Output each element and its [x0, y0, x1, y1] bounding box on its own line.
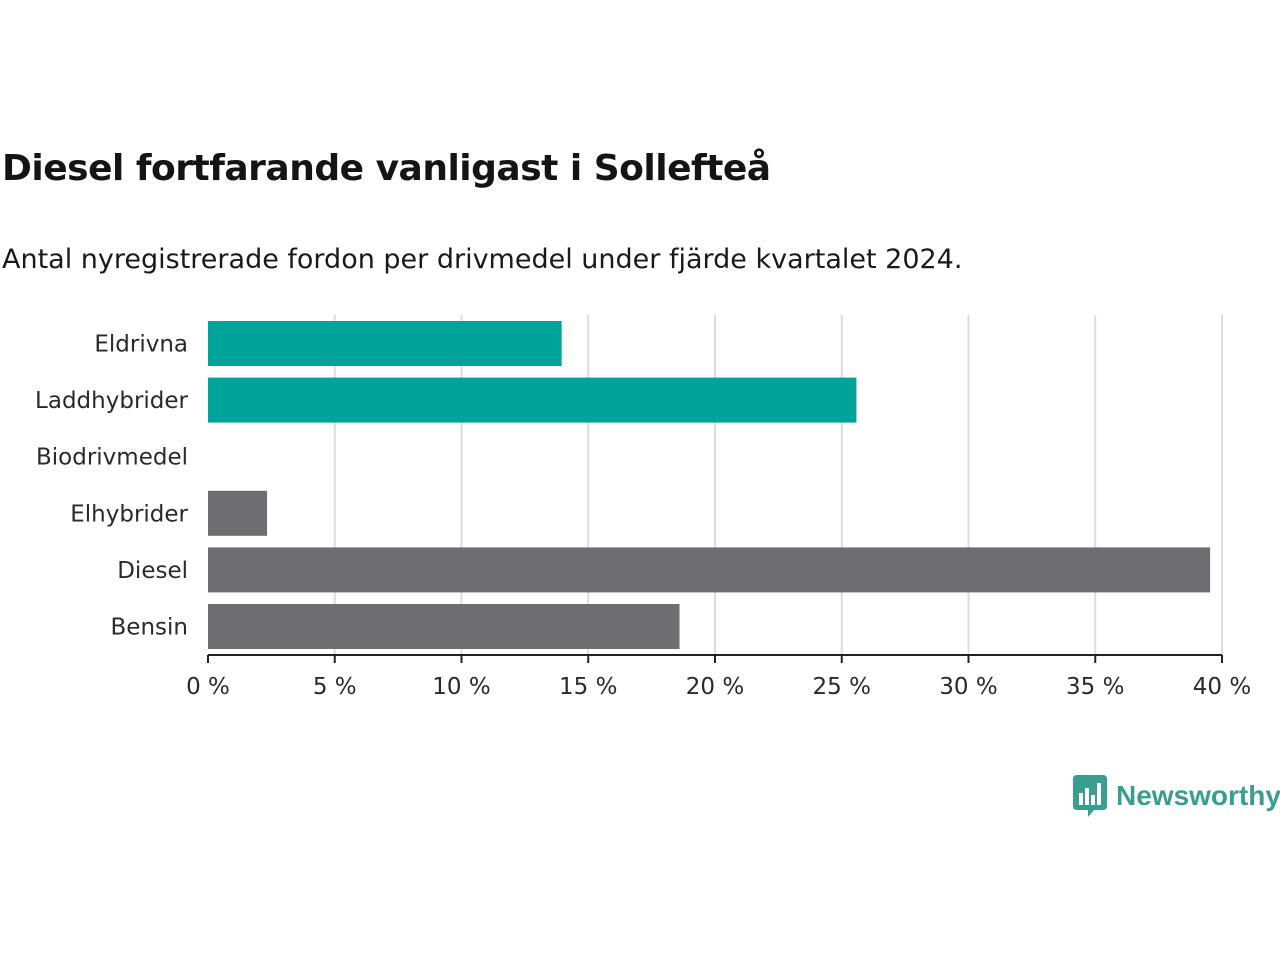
bar-laddhybrider	[208, 377, 857, 423]
chart-title: Diesel fortfarande vanligast i Sollefteå	[2, 148, 771, 189]
bar-eldrivna	[208, 321, 562, 366]
category-label-biodrivmedel: Biodrivmedel	[36, 445, 188, 471]
x-axis: 0 % 5 % 10 % 15 % 20 % 25 % 30 % 35 % 40 %	[186, 654, 1251, 700]
x-tick-label-30: 30 %	[939, 674, 997, 700]
category-label-laddhybrider: Laddhybrider	[35, 388, 188, 414]
bar-bensin	[208, 604, 680, 649]
bar-chart-speech-icon	[1073, 775, 1107, 817]
x-tick-label-40: 40 %	[1193, 674, 1251, 700]
x-tick-label-20: 20 %	[686, 674, 744, 700]
gridlines	[333, 315, 1223, 655]
category-labels: Eldrivna Laddhybrider Biodrivmedel Elhybrid…	[35, 332, 188, 641]
category-label-diesel: Diesel	[117, 558, 188, 584]
x-tick-label-0: 0 %	[186, 674, 230, 700]
bars	[208, 321, 1211, 649]
chart-subtitle: Antal nyregistrerade fordon per drivmede…	[2, 244, 963, 275]
x-tick-label-5: 5 %	[313, 674, 357, 700]
brand-name: Newsworthy	[1116, 780, 1280, 811]
x-tick-label-15: 15 %	[559, 674, 617, 700]
x-tick-label-35: 35 %	[1066, 674, 1124, 700]
x-tick-label-10: 10 %	[432, 674, 490, 700]
category-label-elhybrider: Elhybrider	[70, 501, 188, 527]
bar-diesel	[208, 547, 1211, 593]
x-tick-label-25: 25 %	[813, 674, 871, 700]
category-label-eldrivna: Eldrivna	[94, 332, 188, 358]
newsworthy-logo: Newsworthy	[1073, 775, 1280, 817]
bar-elhybrider	[208, 490, 268, 536]
category-label-bensin: Bensin	[111, 615, 188, 641]
